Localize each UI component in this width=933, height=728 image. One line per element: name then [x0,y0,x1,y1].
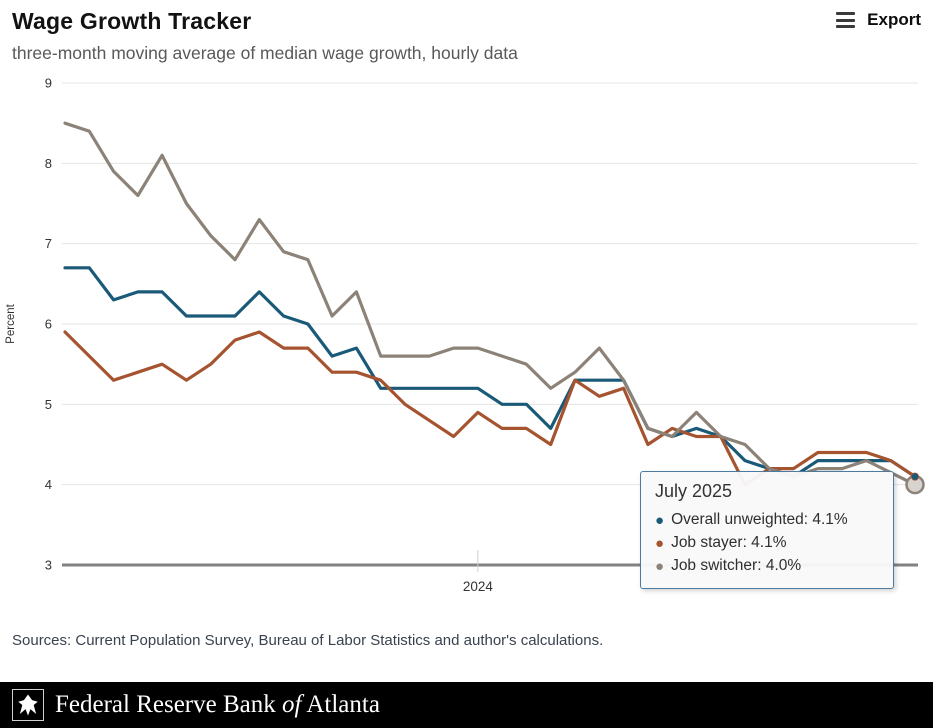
hamburger-menu-icon[interactable] [834,10,857,30]
switcher-series-dot-icon: ● [655,557,665,575]
svg-text:2024: 2024 [463,579,494,594]
footer-text-before: Federal Reserve Bank [55,691,283,718]
svg-text:5: 5 [45,397,52,412]
footer-text-of: of [282,691,302,718]
sources-note: Sources: Current Population Survey, Bure… [12,632,604,649]
overall-series-dot-icon: ● [655,511,665,529]
tooltip-row-switcher: ● Job switcher: 4.0% [655,555,879,578]
svg-text:Percent: Percent [5,303,17,343]
export-label: Export [867,10,921,29]
tooltip-date: July 2025 [655,481,733,501]
svg-text:3: 3 [45,558,52,573]
stayer-series-dot-icon: ● [655,534,665,552]
footer-bar: Federal Reserve Bank of Atlanta [0,682,933,728]
chart-area: 3 4 5 6 7 8 9 2024 Percent July 2025 ● Overall u… [0,68,933,616]
tooltip-row-switcher-text: Job switcher: 4.0% [671,556,802,574]
footer-bank-name: Federal Reserve Bank of Atlanta [55,691,380,719]
tooltip-row-overall-text: Overall unweighted: 4.1% [671,511,848,528]
svg-text:6: 6 [45,317,52,332]
export-button[interactable]: Export [834,10,921,30]
svg-text:7: 7 [45,236,52,251]
page-title: Wage Growth Tracker [12,8,252,34]
tooltip-row-stayer: ● Job stayer: 4.1% [655,532,879,555]
svg-text:9: 9 [45,76,52,91]
svg-text:8: 8 [45,156,52,171]
tooltip-row-overall: ● Overall unweighted: 4.1% [655,509,879,532]
atlanta-fed-eagle-icon [12,689,44,721]
footer-text-after: Atlanta [301,691,380,718]
chart-subtitle: three-month moving average of median wag… [12,43,518,63]
chart-header: Wage Growth Tracker three-month moving a… [0,0,933,64]
tooltip-row-stayer-text: Job stayer: 4.1% [671,533,787,551]
eagle-glyph [18,694,38,716]
chart-tooltip: July 2025 ● Overall unweighted: 4.1% ● J… [640,471,894,589]
svg-text:4: 4 [45,477,52,492]
